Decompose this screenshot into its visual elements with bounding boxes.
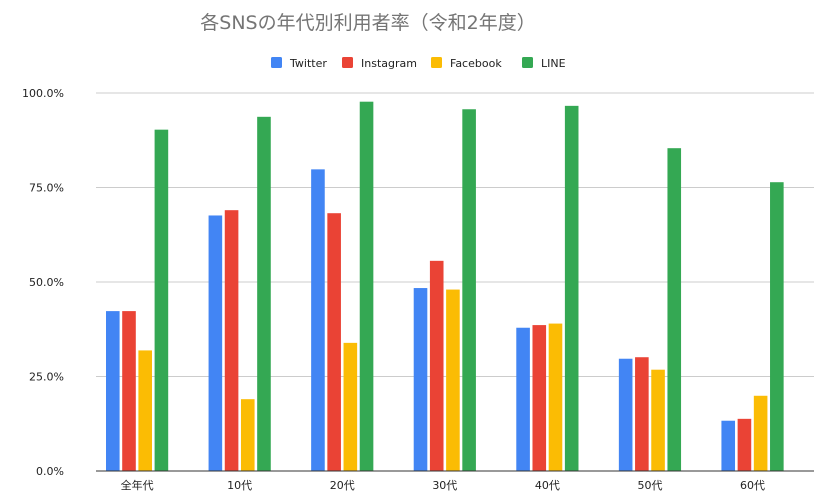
y-tick-label: 100.0%: [22, 87, 64, 100]
bar-instagram-4: [532, 325, 547, 471]
bar-facebook-1: [240, 399, 255, 471]
bar-line-6: [770, 182, 784, 471]
x-tick-label: 20代: [330, 479, 355, 492]
bar-facebook-4: [548, 323, 563, 471]
bar-line-4: [564, 105, 579, 472]
legend-swatch-facebook: [431, 57, 442, 68]
bar-facebook-5: [651, 369, 665, 471]
chart-title: 各SNSの年代別利用者率（令和2年度）: [200, 12, 535, 34]
bar-twitter-3: [413, 288, 428, 471]
bar-twitter-0: [106, 311, 120, 471]
bar-facebook-2: [343, 342, 358, 471]
y-tick-label: 25.0%: [29, 371, 64, 384]
bar-line-3: [462, 109, 476, 471]
bar-twitter-5: [618, 358, 633, 471]
x-tick-label: 60代: [740, 479, 765, 492]
x-tick-label: 40代: [535, 479, 560, 492]
bar-instagram-2: [327, 213, 341, 472]
bar-line-0: [154, 129, 169, 471]
bar-line-2: [359, 101, 374, 471]
bar-facebook-3: [446, 289, 460, 471]
legend-swatch-twitter: [271, 57, 282, 68]
bar-facebook-0: [138, 350, 152, 471]
bar-instagram-3: [429, 260, 444, 471]
x-axis: 全年代 10代 20代 30代 40代 50代 60代: [96, 470, 814, 492]
bar-twitter-2: [311, 169, 325, 471]
legend-swatch-line: [522, 57, 533, 68]
legend-label-facebook: Facebook: [450, 57, 502, 70]
legend: Twitter Instagram Facebook LINE: [271, 57, 566, 70]
legend-swatch-instagram: [342, 57, 353, 68]
bar-line-5: [667, 148, 682, 472]
y-tick-label: 0.0%: [36, 465, 64, 478]
x-tick-label: 10代: [227, 479, 252, 492]
legend-label-line: LINE: [541, 57, 566, 70]
bar-twitter-4: [516, 327, 530, 471]
bars: [106, 101, 784, 472]
bar-instagram-5: [635, 357, 649, 471]
legend-label-instagram: Instagram: [361, 57, 417, 70]
x-tick-label: 30代: [432, 479, 457, 492]
y-tick-label: 50.0%: [29, 276, 64, 289]
y-axis: 0.0% 25.0% 50.0% 75.0% 100.0%: [22, 87, 64, 478]
bar-twitter-1: [208, 215, 223, 471]
bar-facebook-6: [753, 395, 768, 471]
bar-line-1: [257, 116, 271, 472]
legend-label-twitter: Twitter: [289, 57, 327, 70]
bar-twitter-6: [721, 420, 736, 471]
y-tick-label: 75.0%: [29, 182, 64, 195]
bar-instagram-1: [224, 210, 239, 471]
bar-instagram-0: [122, 311, 136, 471]
bar-instagram-6: [737, 418, 752, 471]
x-tick-label: 全年代: [121, 478, 154, 492]
x-tick-label: 50代: [637, 479, 662, 492]
